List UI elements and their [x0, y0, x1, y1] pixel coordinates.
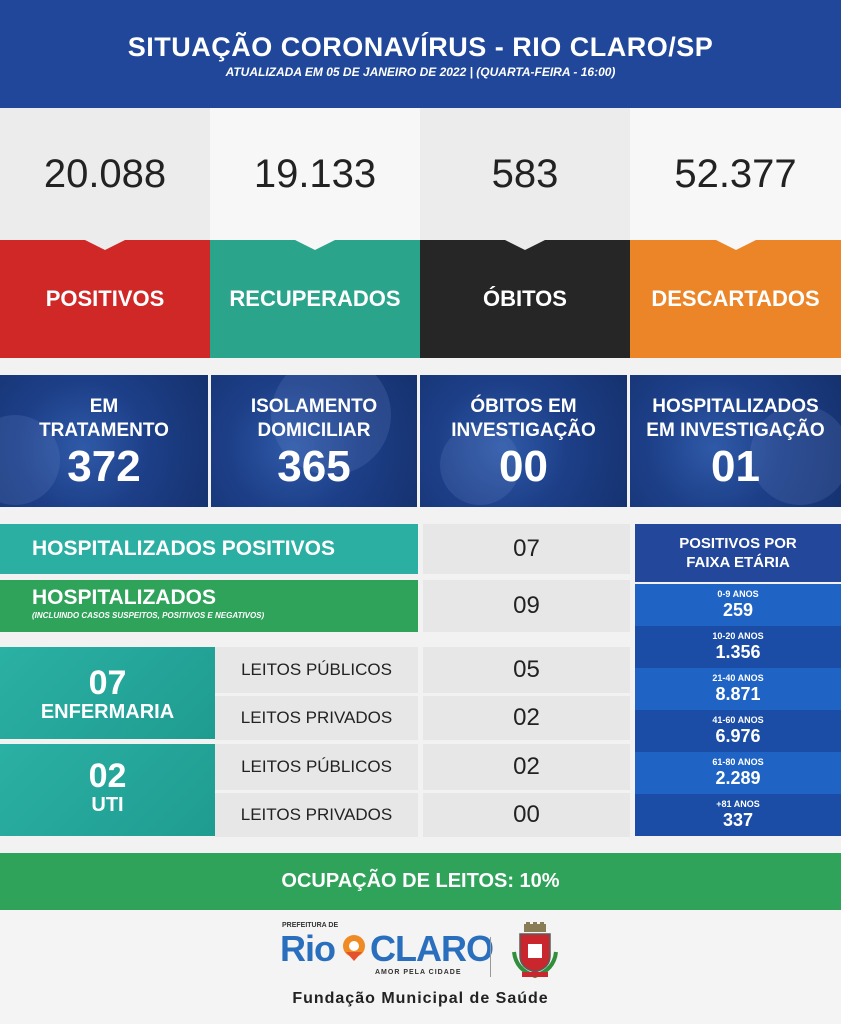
- virus-decoration: [750, 405, 841, 505]
- rio-claro-logo: PREFEITURA DE Rio CLARO AMOR PELA CIDADE: [280, 922, 494, 982]
- virus-decoration: [271, 375, 391, 475]
- virus-decoration: [440, 425, 520, 505]
- age-value: 259: [722, 600, 754, 620]
- age-range: 21-40 ANOS: [712, 673, 764, 683]
- age-value: 6.976: [715, 726, 761, 746]
- hospitalizados-label: HOSPITALIZADOS: [32, 586, 216, 609]
- enfermaria-publicos-label: LEITOS PÚBLICOS: [215, 647, 418, 693]
- notch-shape: [715, 240, 756, 250]
- age-range: 61-80 ANOS: [712, 757, 764, 767]
- city-crest-icon: [512, 922, 558, 979]
- descartados-card: DESCARTADOS: [630, 240, 841, 358]
- recuperados-value: 19.133: [210, 108, 420, 240]
- enfermaria-card: 07 ENFERMARIA: [0, 647, 215, 739]
- recuperados-card: RECUPERADOS: [210, 240, 420, 358]
- age-range: 0-9 ANOS: [717, 589, 759, 599]
- ocupacao-leitos: OCUPAÇÃO DE LEITOS: 10%: [0, 853, 841, 910]
- positivos-value: 20.088: [0, 108, 210, 240]
- header: SITUAÇÃO CORONAVÍRUS - RIO CLARO/SP ATUA…: [0, 0, 841, 108]
- uti-count: 02: [88, 757, 127, 795]
- hospitalizados-value: 09: [423, 580, 630, 632]
- map-pin-icon: [343, 935, 365, 961]
- obitos-value: 583: [420, 108, 630, 240]
- em-tratamento-label: EM TRATAMENTO: [39, 396, 169, 441]
- isolamento-value: 365: [277, 442, 351, 491]
- hospitalizados-label-block: HOSPITALIZADOS (INCLUINDO CASOS SUSPEITO…: [0, 580, 418, 632]
- enfermaria-privados-label: LEITOS PRIVADOS: [215, 696, 418, 740]
- footer: [0, 910, 841, 1024]
- recuperados-label: RECUPERADOS: [229, 286, 401, 311]
- logo-claro: CLARO: [370, 928, 494, 969]
- em-tratamento-value: 372: [67, 442, 141, 491]
- fundacao-label: Fundação Municipal de Saúde: [292, 990, 549, 1007]
- hospitalizados-investigacao-card: HOSPITALIZADOS EM INVESTIGAÇÃO 01: [630, 375, 841, 507]
- hospitalizados-investigacao-label: HOSPITALIZADOS EM INVESTIGAÇÃO: [646, 396, 825, 441]
- obitos-investigacao-label: ÓBITOS EM INVESTIGAÇÃO: [451, 396, 596, 441]
- em-tratamento-card: EM TRATAMENTO 372: [0, 375, 208, 507]
- obitos-investigacao-value: 00: [499, 442, 548, 491]
- age-group: 21-40 ANOS 8.871: [635, 668, 841, 710]
- notch-shape: [85, 240, 125, 250]
- enfermaria-privados-value: 02: [423, 696, 630, 740]
- age-value: 2.289: [715, 768, 761, 788]
- uti-card: 02 UTI: [0, 744, 215, 836]
- age-range: 41-60 ANOS: [712, 715, 764, 725]
- logo-slogan: AMOR PELA CIDADE: [375, 969, 462, 976]
- age-range: +81 ANOS: [716, 799, 760, 809]
- footer-divider: [490, 937, 491, 977]
- faixa-etaria-title: POSITIVOS POR FAIXA ETÁRIA: [635, 524, 841, 582]
- isolamento-label: ISOLAMENTO DOMICILIAR: [250, 396, 378, 441]
- hospitalizados-investigacao-value: 01: [711, 442, 760, 491]
- logo-rio: Rio: [280, 928, 336, 969]
- age-group: 61-80 ANOS 2.289: [635, 752, 841, 794]
- hospitalizados-note: (INCLUINDO CASOS SUSPEITOS, POSITIVOS E …: [32, 611, 265, 620]
- enfermaria-label: ENFERMARIA: [40, 701, 175, 723]
- page-title: SITUAÇÃO CORONAVÍRUS - RIO CLARO/SP: [127, 32, 714, 62]
- uti-publicos-value: 02: [423, 744, 630, 790]
- notch-shape: [295, 240, 335, 250]
- age-value: 1.356: [715, 642, 761, 662]
- obitos-investigacao-card: ÓBITOS EM INVESTIGAÇÃO 00: [420, 375, 627, 507]
- isolamento-card: ISOLAMENTO DOMICILIAR 365: [211, 375, 417, 507]
- descartados-label: DESCARTADOS: [651, 286, 820, 311]
- positivos-label: POSITIVOS: [45, 286, 165, 311]
- obitos-label: ÓBITOS: [483, 286, 567, 311]
- descartados-value: 52.377: [630, 108, 841, 240]
- hospitalizados-positivos-label: HOSPITALIZADOS POSITIVOS: [0, 524, 418, 574]
- age-group: +81 ANOS 337: [635, 794, 841, 836]
- age-value: 8.871: [715, 684, 761, 704]
- age-value: 337: [722, 810, 754, 830]
- age-group: 10-20 ANOS 1.356: [635, 626, 841, 668]
- age-group: 41-60 ANOS 6.976: [635, 710, 841, 752]
- age-range: 10-20 ANOS: [712, 631, 764, 641]
- notch-shape: [505, 240, 545, 250]
- uti-privados-label: LEITOS PRIVADOS: [215, 793, 418, 837]
- uti-label: UTI: [91, 794, 124, 816]
- uti-privados-value: 00: [423, 793, 630, 837]
- obitos-card: ÓBITOS: [420, 240, 630, 358]
- enfermaria-count: 07: [88, 664, 127, 702]
- hospitalizados-positivos-value: 07: [423, 524, 630, 574]
- logo-prefeitura: PREFEITURA DE: [282, 922, 339, 929]
- enfermaria-publicos-value: 05: [423, 647, 630, 693]
- positivos-card: POSITIVOS: [0, 240, 210, 358]
- age-group: 0-9 ANOS 259: [635, 584, 841, 626]
- update-date: ATUALIZADA EM 05 DE JANEIRO DE 2022 | (Q…: [225, 65, 616, 79]
- uti-publicos-label: LEITOS PÚBLICOS: [215, 744, 418, 790]
